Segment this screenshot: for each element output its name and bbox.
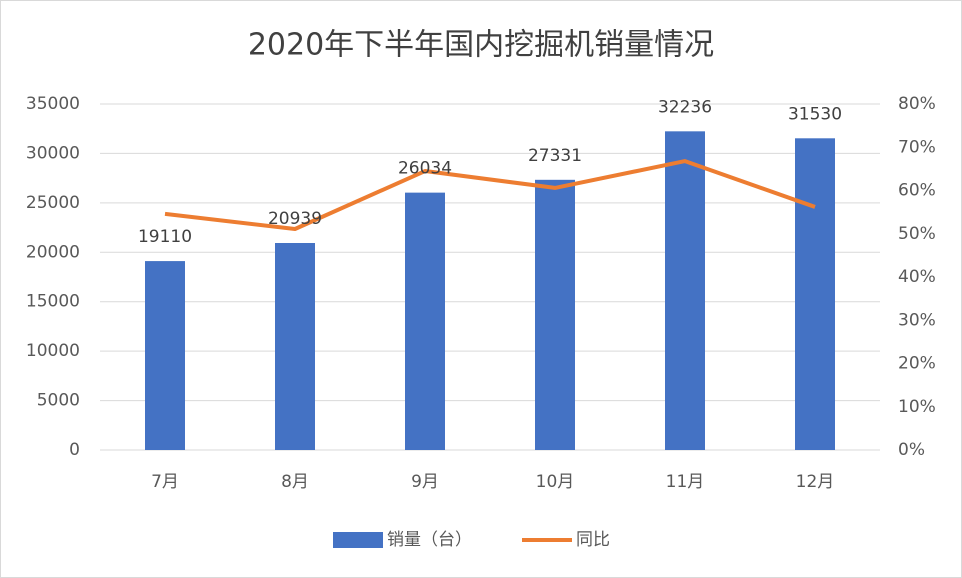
line [164,159,816,231]
data-label: 31530 [788,104,842,124]
x-tick-label: 12月 [796,472,835,492]
data-label: 26034 [398,159,452,179]
y-tick-label: 15000 [26,292,80,312]
y2-tick-label: 70% [898,137,936,157]
y-tick-label: 5000 [37,391,80,411]
x-tick-label: 7月 [151,472,179,492]
legend-label: 销量（台） [387,530,472,550]
y-tick-label: 25000 [26,193,80,213]
legend-swatch [333,532,383,548]
chart-title: 2020年下半年国内挖掘机销量情况 [248,28,714,63]
data-label: 20939 [268,209,322,229]
bar [145,261,185,450]
x-tick-label: 11月 [666,472,705,492]
x-tick-label: 8月 [281,472,309,492]
y-tick-label: 30000 [26,143,80,163]
y-tick-label: 35000 [26,94,80,114]
bar [665,131,705,451]
y-tick-label: 0 [69,440,80,460]
y2-tick-label: 10% [898,397,936,417]
y2-tick-label: 50% [898,224,936,244]
x-tick-label: 9月 [411,472,439,492]
x-tick-label: 10月 [536,472,575,492]
y2-tick-label: 30% [898,310,936,330]
y2-tick-label: 20% [898,354,936,374]
bar [535,179,575,450]
data-label: 27331 [528,146,582,166]
data-label: 19110 [138,227,192,247]
y-tick-label: 20000 [26,242,80,262]
data-label: 32236 [658,97,712,117]
y2-tick-label: 0% [898,440,925,460]
bar [405,192,445,450]
y2-tick-label: 80% [898,94,936,114]
y2-tick-label: 60% [898,181,936,201]
bar [275,243,315,450]
legend-label: 同比 [576,530,610,550]
y2-tick-label: 40% [898,267,936,287]
y-tick-label: 10000 [26,341,80,361]
bar [795,138,835,451]
